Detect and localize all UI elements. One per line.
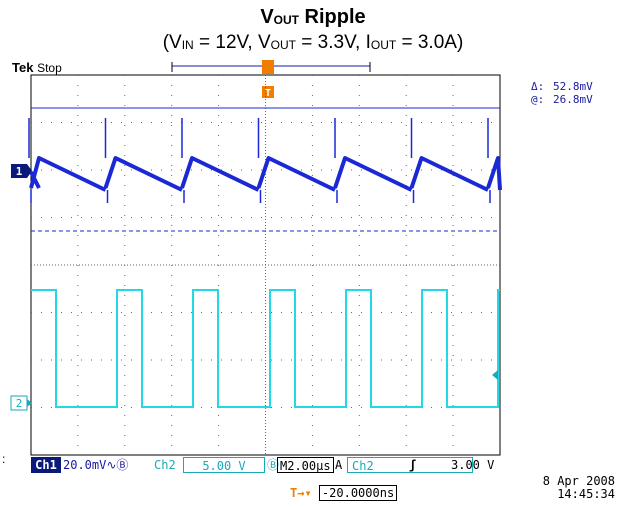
svg-text:2: 2 xyxy=(16,397,23,410)
horizontal-position-icon: T→▾ xyxy=(290,486,312,500)
cursor-at-label: @: xyxy=(531,93,545,106)
svg-text:1: 1 xyxy=(16,165,23,178)
ch1-tag: Ch1 xyxy=(31,457,61,473)
record-position-marker xyxy=(262,60,274,74)
horizontal-position: T→▾ -20.0000ns xyxy=(290,485,398,501)
ch2-waveform xyxy=(31,289,500,408)
trigger-mode: A xyxy=(335,458,343,472)
svg-text:T: T xyxy=(265,88,271,99)
trigger-level-icon xyxy=(492,370,498,380)
cursor-readout: Δ: 52.8mV @: 26.8mV xyxy=(531,80,593,106)
ch1-spikes xyxy=(28,118,491,203)
status-bar: Ch1 20.0mV∿Ⓑ Ch2 5.00 V Ⓑ M2.00μs A Ch2 … xyxy=(31,457,501,473)
trigger-level: 3.00 V xyxy=(451,458,495,472)
ch1-waveform xyxy=(29,156,502,192)
ch1-ground-marker: 1 xyxy=(11,164,32,178)
ch2-ground-marker: 2 xyxy=(10,395,32,411)
timestamp: 8 Apr 2008 14:45:34 xyxy=(528,475,615,501)
ch2-tag: Ch2 xyxy=(154,458,176,472)
graticule-grid xyxy=(31,75,500,455)
chart-title: VOUT Ripple xyxy=(260,6,366,28)
cursor-delta-label: Δ: xyxy=(531,80,545,93)
chart-subtitle: (VIN = 12V, VOUT = 3.3V, IOUT = 3.0A) xyxy=(162,32,464,53)
time: 14:45:34 xyxy=(557,487,615,501)
cursor-at-value: 26.8mV xyxy=(553,93,593,106)
trigger-slope-icon: ʃ xyxy=(409,458,417,472)
record-bar xyxy=(171,60,371,74)
acquisition-state: Stop xyxy=(37,61,62,75)
ch1-scale: 20.0mV∿Ⓑ xyxy=(63,458,129,472)
timebase-label: Ⓑ xyxy=(267,458,280,472)
trigger-source: Ch2 xyxy=(347,457,473,473)
left-edge-mark: : xyxy=(2,452,6,466)
date: 8 Apr 2008 xyxy=(542,474,615,488)
cursor-delta-value: 52.8mV xyxy=(553,80,593,93)
scope-brand: Tek Stop xyxy=(12,60,62,75)
timebase-value: M2.00μs xyxy=(277,457,334,473)
ch2-scale: 5.00 V xyxy=(183,457,265,473)
trigger-position-icon: T xyxy=(262,86,274,99)
horizontal-position-value: -20.0000ns xyxy=(318,485,398,501)
